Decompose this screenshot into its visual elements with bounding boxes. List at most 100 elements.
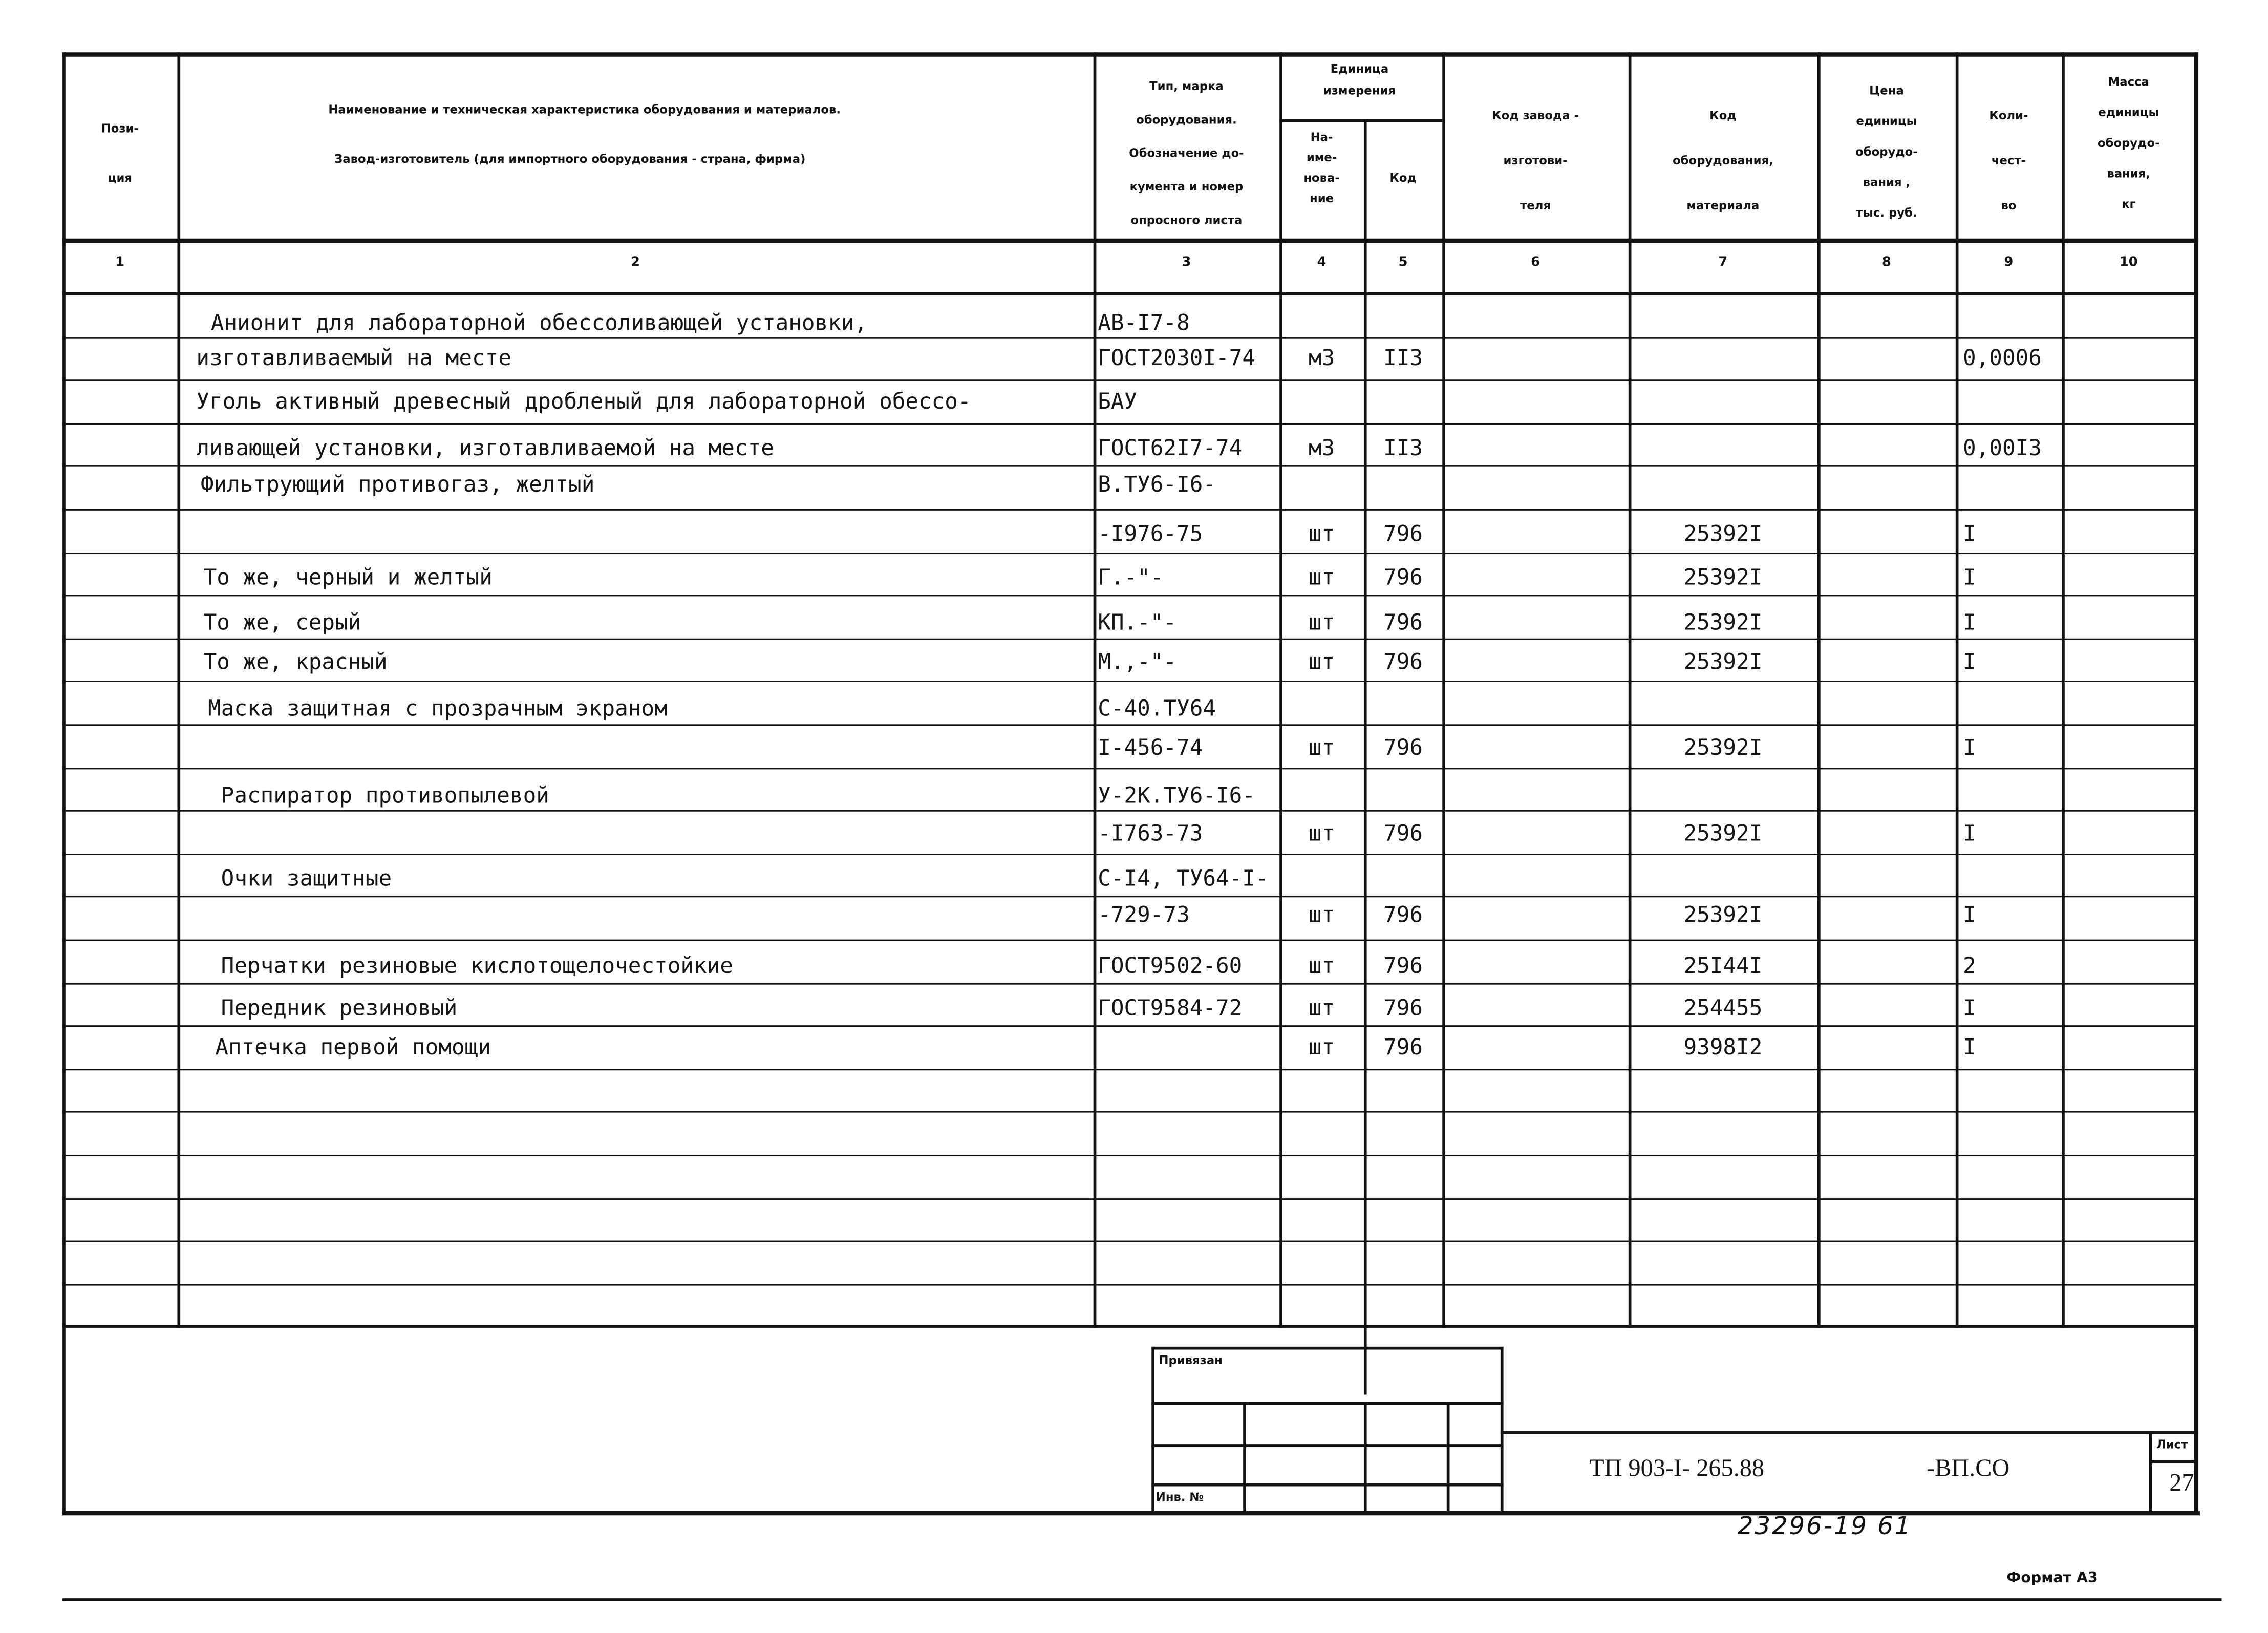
bound-box-row [1151, 1444, 1504, 1447]
header-mass: Масса единицы оборудо- вания, кг [2097, 75, 2160, 211]
row-line [62, 1284, 2199, 1285]
item-unit: шт [1308, 952, 1335, 979]
item-name: Очки защитные [221, 865, 392, 892]
number-row-bottom [62, 292, 2199, 295]
column-number: 9 [2004, 256, 2014, 271]
row-line [62, 1068, 2199, 1070]
item-unit: шт [1308, 609, 1335, 636]
item-equipment-code: 25392I [1683, 564, 1763, 591]
handwritten-number: 23296-19 61 [1737, 1512, 1912, 1542]
item-document: -729-73 [1098, 901, 1190, 928]
item-document: Г.-"- [1098, 564, 1164, 591]
item-document: ГОСТ62I7-74 [1098, 435, 1243, 461]
item-unit: шт [1308, 901, 1335, 928]
column-line [1817, 52, 1821, 1328]
item-unit: шт [1308, 994, 1335, 1021]
item-quantity: I [1963, 994, 1976, 1021]
row-line [62, 509, 2199, 511]
item-quantity: I [1963, 734, 1976, 761]
item-name: То же, красный [203, 648, 388, 675]
item-unit-code: II3 [1383, 435, 1423, 461]
header-bottom [62, 238, 2199, 243]
frame-top [62, 52, 2199, 57]
bound-label: Привязан [1159, 1354, 1223, 1367]
item-equipment-code: 9398I2 [1683, 1034, 1763, 1061]
item-document: С-40.ТУ64 [1098, 695, 1216, 722]
item-unit-code: 796 [1383, 820, 1423, 846]
item-document: I-456-74 [1098, 734, 1203, 761]
item-unit-code: 796 [1383, 952, 1423, 979]
sheet-number: 27 [2169, 1469, 2194, 1497]
sheet-box-divider [2149, 1460, 2197, 1464]
column-line [1363, 119, 1367, 1395]
column-number: 6 [1531, 256, 1540, 271]
title-block-top [1500, 1431, 2199, 1434]
item-equipment-code: 25392I [1683, 734, 1763, 761]
item-document: БАУ [1098, 388, 1138, 415]
row-line [62, 1198, 2199, 1199]
sheet-bottom-line [62, 1598, 2222, 1601]
item-document: -I976-75 [1098, 520, 1203, 547]
header-quantity: Коли- чест- во [1989, 109, 2028, 213]
column-number: 4 [1317, 256, 1326, 271]
header-equipment-code: Код оборудования, материала [1673, 109, 1773, 213]
row-line [62, 982, 2199, 984]
item-name: Уголь активный древесный дробленый для л… [196, 388, 971, 415]
item-unit-code: 796 [1383, 609, 1423, 636]
header-unit-group: Единица измерения [1323, 62, 1396, 98]
item-quantity: I [1963, 609, 1976, 636]
item-equipment-code: 25392I [1683, 609, 1763, 636]
item-unit: шт [1308, 520, 1335, 547]
header-position: Пози- ция [101, 122, 139, 185]
item-document: КП.-"- [1098, 609, 1177, 636]
item-equipment-code: 254455 [1683, 994, 1763, 1021]
item-name: Анионит для лабораторной обессоливающей … [210, 309, 868, 336]
column-line [1628, 52, 1632, 1328]
frame-right [2194, 52, 2199, 1514]
row-line [62, 1154, 2199, 1156]
inventory-number-label: Инв. № [1156, 1491, 1204, 1504]
item-quantity: I [1963, 901, 1976, 928]
item-document: М.,-"- [1098, 648, 1177, 675]
row-line [62, 422, 2199, 425]
item-quantity: 0,00I3 [1963, 435, 2042, 461]
item-quantity: I [1963, 648, 1976, 675]
bound-box-col [1363, 1402, 1367, 1514]
header-unit-code: Код [1389, 172, 1417, 185]
header-manufacturer: Завод-изготовитель (для импортного обору… [334, 153, 806, 166]
header-manufacturer-code: Код завода - изготови- теля [1492, 109, 1579, 213]
item-unit: шт [1308, 820, 1335, 846]
item-document: В.ТУ6-I6- [1098, 471, 1216, 498]
item-unit-code: 796 [1383, 734, 1423, 761]
item-unit: м3 [1308, 345, 1335, 371]
bound-box-col [1446, 1402, 1450, 1514]
item-name: То же, черный и желтый [203, 564, 493, 591]
item-quantity: I [1963, 1034, 1976, 1061]
column-number: 1 [115, 256, 125, 271]
bound-box-left [1151, 1346, 1154, 1514]
row-line [62, 810, 2199, 812]
row-line [62, 853, 2199, 855]
document-designation-suffix: -ВП.СО [1927, 1454, 2010, 1482]
item-document: -I763-73 [1098, 820, 1203, 846]
column-line [1442, 52, 1445, 1328]
item-unit-code: 796 [1383, 994, 1423, 1021]
row-line [62, 896, 2199, 898]
item-document: ГОСТ9502-60 [1098, 952, 1243, 979]
item-unit-code: 796 [1383, 520, 1423, 547]
frame-left [62, 52, 66, 1514]
header-price: Цена единицы оборудо- вания , тыс. руб. [1855, 84, 1918, 220]
item-unit-code: 796 [1383, 648, 1423, 675]
row-line [62, 336, 2199, 338]
format-label: Формат А3 [2006, 1571, 2098, 1587]
item-equipment-code: 25392I [1683, 648, 1763, 675]
item-quantity: I [1963, 520, 1976, 547]
bound-box-row [1151, 1483, 1504, 1487]
column-number: 2 [631, 256, 640, 271]
item-equipment-code: 25392I [1683, 520, 1763, 547]
row-line [62, 767, 2199, 769]
column-line [1093, 52, 1097, 1328]
item-name: Маска защитная с прозрачным экраном [208, 695, 668, 722]
item-name: Распиратор противопылевой [221, 782, 549, 809]
